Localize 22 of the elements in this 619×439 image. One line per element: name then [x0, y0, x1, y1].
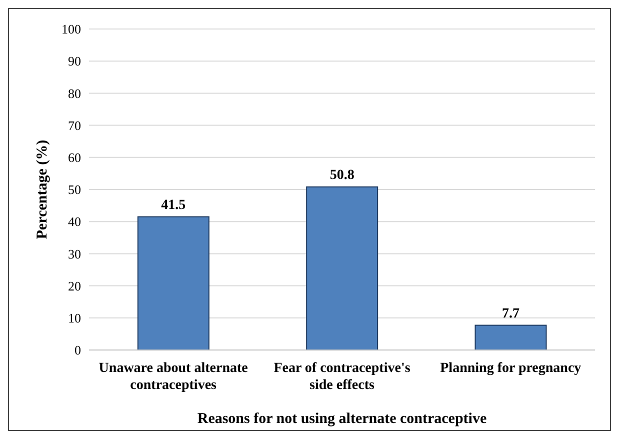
data-label: 7.7	[502, 306, 520, 322]
y-tick-label: 20	[68, 278, 81, 294]
bar	[474, 324, 547, 350]
y-axis-title: Percentage (%)	[34, 140, 50, 240]
bar	[306, 186, 378, 350]
x-axis-title: Reasons for not using alternate contraceptive	[197, 411, 487, 427]
y-tick-label: 60	[68, 150, 81, 166]
x-tick-label: Unaware about alternate contraceptives	[98, 361, 248, 393]
x-tick-label: Fear of contraceptive's side effects	[274, 361, 411, 393]
y-tick-label: 10	[68, 310, 81, 326]
y-tick-label: 80	[68, 86, 81, 101]
y-tick-label: 30	[68, 246, 81, 262]
data-label: 50.8	[330, 168, 354, 183]
x-tick-label: Planning for pregnancy	[440, 361, 582, 376]
y-tick-label: 70	[68, 118, 81, 133]
y-tick-label: 40	[68, 214, 81, 230]
data-label: 41.5	[161, 198, 186, 213]
y-tick-label: 90	[68, 54, 81, 69]
y-tick-label: 50	[68, 182, 81, 198]
y-tick-label: 0	[74, 342, 81, 358]
bar	[137, 216, 210, 350]
y-tick-label: 100	[62, 22, 81, 37]
